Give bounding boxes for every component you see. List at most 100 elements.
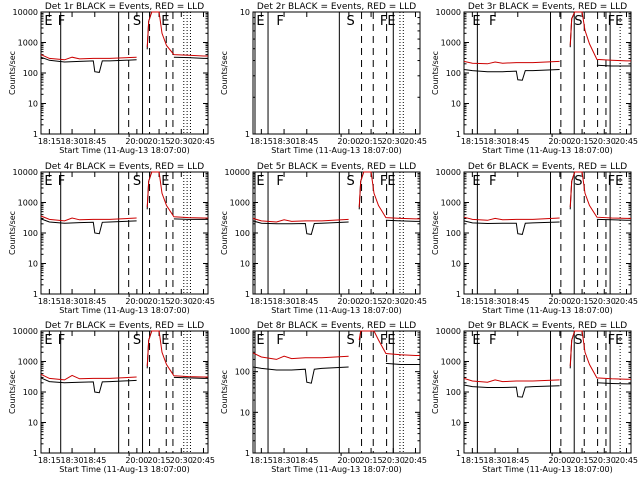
x-tick-label: 20:30 — [170, 456, 193, 465]
event-letter-label: F — [276, 174, 283, 189]
y-tick-label: 100 — [235, 368, 250, 377]
event-letter-label: S — [347, 174, 355, 189]
lld-series-line — [569, 11, 631, 62]
y-axis-label: Counts/sec — [220, 211, 229, 255]
events-series-line — [463, 384, 560, 398]
y-tick-label: 1000 — [18, 199, 38, 208]
lld-series-line — [252, 352, 349, 360]
events-series-line — [146, 330, 160, 369]
detector-panel: Det 6r BLACK = Events, RED = LLD E F S FE 1 10… — [431, 162, 638, 315]
x-tick-label: 20:15 — [360, 456, 383, 465]
x-tick-label: 20:15 — [148, 456, 171, 465]
x-tick-label: 20:00 — [125, 297, 148, 306]
y-tick-label: 100 — [446, 388, 461, 397]
plot-frame — [40, 11, 209, 135]
x-tick-label: 20:45 — [192, 297, 215, 306]
y-tick-label: 100 — [23, 229, 38, 238]
y-tick-label: 1 — [456, 290, 461, 299]
y-tick-label: 10000 — [436, 327, 461, 336]
events-series-line — [252, 366, 349, 384]
plot-frame — [40, 330, 209, 454]
y-axis-label: Counts/sec — [220, 370, 229, 414]
panel-title: Det 9r BLACK = Events, RED = LLD — [468, 321, 627, 331]
y-tick-label: 100 — [23, 69, 38, 78]
y-tick-label: 10000 — [13, 168, 38, 177]
x-tick-label: 20:30 — [170, 297, 193, 306]
lld-series-line — [40, 54, 137, 61]
events-series-line — [463, 69, 560, 81]
y-tick-label: 1 — [245, 449, 250, 458]
lld-series-line — [463, 216, 560, 221]
x-tick-label: 18:45 — [295, 137, 318, 146]
y-tick-label: 1 — [245, 130, 250, 139]
y-tick-label: 100 — [23, 388, 38, 397]
event-letter-label: E — [44, 333, 52, 348]
x-tick-label: 18:30 — [61, 297, 84, 306]
x-tick-label: 20:00 — [125, 456, 148, 465]
event-letter-label: E — [472, 174, 480, 189]
y-tick-label: 1000 — [230, 199, 250, 208]
event-letter-label: E — [161, 333, 169, 348]
event-letter-label: FE — [608, 333, 624, 348]
plot-frame — [40, 171, 209, 295]
x-tick-label: 18:15 — [38, 137, 61, 146]
events-series-line — [596, 218, 631, 221]
x-tick-label: 20:30 — [382, 456, 405, 465]
y-tick-label: 100 — [446, 69, 461, 78]
detector-panel: Det 3r BLACK = Events, RED = LLD E F S FE 1 10… — [431, 2, 638, 155]
lld-series-line — [40, 215, 137, 222]
x-tick-label: 20:30 — [593, 456, 616, 465]
y-tick-label: 10 — [28, 260, 38, 269]
x-tick-label: 20:30 — [382, 297, 405, 306]
event-letter-label: E — [161, 14, 169, 29]
lld-series-line — [569, 171, 631, 219]
event-letter-label: FE — [380, 174, 396, 189]
event-letter-label: F — [58, 333, 65, 348]
x-tick-label: 20:30 — [382, 137, 405, 146]
events-series-line — [146, 171, 160, 210]
x-tick-label: 20:00 — [337, 297, 360, 306]
event-letter-label: S — [133, 333, 141, 348]
x-tick-label: 20:45 — [404, 137, 427, 146]
event-letter-label: S — [347, 333, 355, 348]
x-tick-label: 20:45 — [615, 137, 638, 146]
event-letter-label: S — [574, 333, 582, 348]
event-letter-label: E — [256, 174, 264, 189]
y-axis-label: Counts/sec — [220, 51, 229, 95]
plot-frame — [252, 171, 421, 295]
x-tick-label: 18:15 — [250, 137, 273, 146]
y-axis-label: Counts/sec — [431, 211, 440, 255]
event-letter-label: F — [276, 14, 283, 29]
y-tick-label: 1 — [456, 130, 461, 139]
x-axis-label: Start Time (11-Aug-13 18:07:00) — [271, 306, 402, 315]
x-tick-label: 18:30 — [484, 137, 507, 146]
events-series-line — [385, 219, 420, 222]
event-letter-label: S — [574, 14, 582, 29]
panel-title: Det 5r BLACK = Events, RED = LLD — [257, 162, 416, 172]
x-axis-label: Start Time (11-Aug-13 18:07:00) — [482, 306, 613, 315]
event-letter-label: E — [472, 14, 480, 29]
event-letter-label: S — [133, 174, 141, 189]
lld-series-line — [358, 171, 420, 220]
x-tick-label: 18:30 — [273, 456, 296, 465]
y-tick-label: 1 — [245, 290, 250, 299]
plot-frame — [252, 11, 421, 135]
lld-series-line — [40, 373, 137, 381]
x-tick-label: 20:30 — [593, 137, 616, 146]
event-letter-label: FE — [608, 174, 624, 189]
x-tick-label: 20:00 — [548, 456, 571, 465]
x-tick-label: 20:00 — [548, 297, 571, 306]
x-tick-label: 18:45 — [295, 297, 318, 306]
y-axis-label: Counts/sec — [431, 51, 440, 95]
x-tick-label: 18:30 — [273, 297, 296, 306]
event-letter-label: FE — [380, 333, 396, 348]
events-series-line — [358, 330, 372, 348]
x-tick-label: 20:15 — [571, 137, 594, 146]
lld-series-line — [146, 330, 208, 378]
events-series-line — [596, 64, 631, 67]
y-tick-label: 1 — [33, 130, 38, 139]
events-series-line — [40, 56, 137, 73]
